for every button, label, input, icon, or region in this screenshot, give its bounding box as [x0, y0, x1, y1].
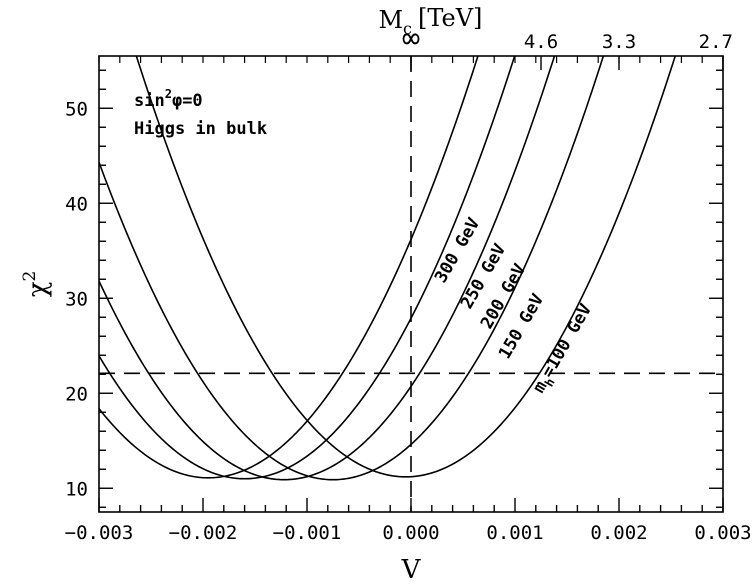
svg-text:Mc: Mc [378, 6, 412, 38]
x-axis-label: V [401, 555, 422, 584]
series-curve-0 [99, 56, 479, 479]
top-axis-label-sub: c [403, 19, 412, 38]
annotation-sin-phi: sin2φ=0 [134, 87, 203, 111]
x-axis-ticks: −0.003 −0.002 −0.001 0.000 0.001 0.002 0.003 [65, 498, 752, 544]
y-axis-label-chi: χ [23, 281, 53, 297]
series-curves [99, 56, 677, 481]
y-tick-label: 30 [65, 288, 88, 310]
y-tick-label: 20 [65, 383, 88, 405]
top-tick-label: 3.3 [602, 31, 636, 53]
annotation-phi: φ=0 [172, 91, 203, 111]
series-curve-1 [99, 56, 516, 480]
y-axis-ticks: 10 20 30 40 50 [65, 69, 723, 508]
top-axis-label: Mc [TeV] [378, 4, 482, 38]
top-tick-label: 4.6 [524, 31, 558, 53]
annotation-sin-sup: 2 [165, 87, 172, 101]
y-tick-label: 40 [65, 193, 88, 215]
x-tick-label: 0.003 [694, 522, 751, 544]
x-tick-label: 0.000 [382, 522, 439, 544]
series-curve-2 [99, 56, 556, 481]
top-tick-label: 2.7 [699, 31, 733, 53]
series-curve-3 [99, 56, 605, 481]
top-axis-label-m: M [378, 6, 403, 34]
annotation-higgs-in-bulk: Higgs in bulk [134, 119, 267, 139]
top-axis-ticks: ∞ 4.6 3.3 2.7 [98, 21, 733, 70]
x-tick-label: 0.001 [486, 522, 543, 544]
y-tick-label: 10 [65, 478, 88, 500]
top-tick-label: ∞ [402, 21, 420, 56]
x-tick-label: 0.002 [590, 522, 647, 544]
series-curve-4 [135, 56, 677, 478]
svg-text:χ2: χ2 [20, 271, 53, 298]
x-tick-label: −0.002 [169, 522, 238, 544]
y-axis-label-sup: 2 [20, 271, 40, 282]
x-tick-label: −0.003 [65, 522, 134, 544]
y-axis-label: χ2 [20, 271, 53, 298]
curve-label-100-rest: =100 GeV [538, 300, 596, 381]
y-tick-label: 50 [65, 98, 88, 120]
x-tick-label: −0.001 [273, 522, 342, 544]
annotation-sin: sin [134, 91, 165, 111]
top-axis-unit: [TeV] [418, 4, 482, 32]
